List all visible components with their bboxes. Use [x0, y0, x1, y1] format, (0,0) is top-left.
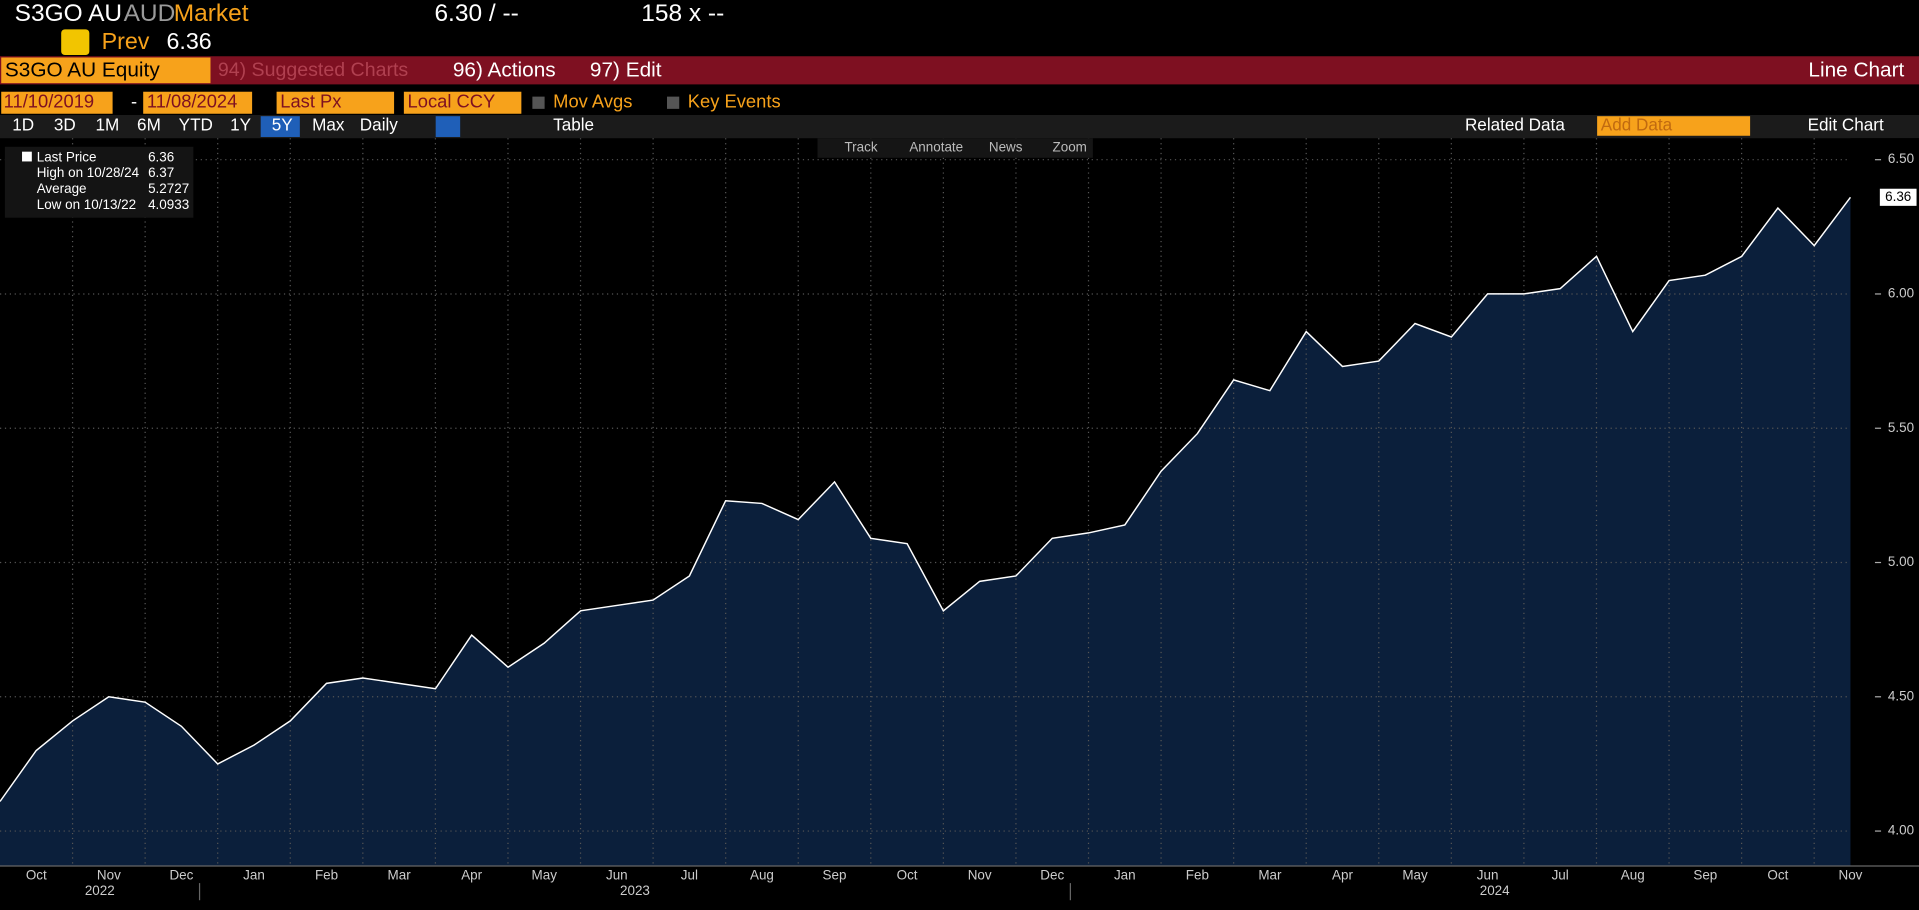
x-tick-label: May: [1402, 867, 1428, 882]
year-label: 2022: [85, 883, 115, 898]
period-button[interactable]: Max: [312, 115, 345, 134]
mov-avgs-checkbox[interactable]: [532, 97, 544, 109]
currency: AUD: [124, 0, 176, 27]
x-tick-label: Oct: [897, 867, 918, 882]
x-tick-label: Nov: [1839, 867, 1863, 882]
period-button[interactable]: 1D: [12, 115, 34, 134]
last-price-label: 6.36: [1885, 189, 1911, 204]
x-tick-label: Feb: [1186, 867, 1209, 882]
legend-value: 6.36: [148, 149, 174, 164]
prev-value: 6.36: [166, 28, 211, 54]
chart-tool[interactable]: Zoom: [1053, 140, 1087, 155]
chart-tool[interactable]: Track: [844, 140, 877, 155]
y-tick-label: 6.00: [1888, 286, 1914, 301]
axis-strip: [1850, 138, 1919, 866]
prev-label: Prev: [102, 28, 150, 54]
period-button[interactable]: YTD: [179, 115, 213, 134]
x-tick-label: Dec: [1040, 867, 1064, 882]
legend-swatch: [22, 152, 32, 162]
field: Last Px: [280, 91, 341, 112]
size: 158 x --: [641, 0, 724, 27]
x-tick-label: Sep: [823, 867, 847, 882]
x-tick-label: Nov: [97, 867, 121, 882]
x-tick-label: Apr: [461, 867, 482, 882]
x-tick-label: May: [532, 867, 558, 882]
add-data: Add Data: [1601, 115, 1673, 134]
line-chart-icon[interactable]: [436, 116, 460, 137]
period-button[interactable]: 6M: [137, 115, 161, 134]
year-label: 2023: [620, 883, 650, 898]
price: 6.30 / --: [434, 0, 518, 27]
x-tick-label: Nov: [968, 867, 992, 882]
period-button[interactable]: 3D: [54, 115, 76, 134]
legend-value: 4.0933: [148, 197, 189, 212]
y-tick-label: 4.00: [1888, 823, 1914, 838]
market: Market: [174, 0, 249, 27]
frequency[interactable]: Daily: [360, 115, 398, 134]
actions-menu[interactable]: 96) Actions: [453, 58, 556, 81]
x-tick-label: Mar: [1258, 867, 1282, 882]
x-tick-label: Dec: [169, 867, 193, 882]
y-tick-label: 5.50: [1888, 420, 1914, 435]
year-label: 2024: [1480, 883, 1510, 898]
x-tick-label: Jan: [243, 867, 265, 882]
table-button[interactable]: Table: [553, 115, 594, 134]
mov-avgs: Mov Avgs: [553, 91, 632, 112]
x-tick-label: Apr: [1332, 867, 1353, 882]
chart-type: Line Chart: [1808, 58, 1904, 81]
ticker: S3GO AU: [15, 0, 122, 27]
alert-icon[interactable]: [61, 29, 89, 55]
x-tick-label: Jun: [606, 867, 628, 882]
y-tick-label: 6.50: [1888, 151, 1914, 166]
x-tick-label: Mar: [388, 867, 412, 882]
edit-menu[interactable]: 97) Edit: [590, 58, 662, 81]
legend-label: Average: [37, 181, 87, 196]
period-button[interactable]: 1M: [95, 115, 119, 134]
x-tick-label: Feb: [315, 867, 338, 882]
x-tick-label: Jun: [1477, 867, 1499, 882]
chart-tool[interactable]: News: [989, 140, 1023, 155]
periods: 1D 3D 1M 6M YTD 1Y 5Y Max: [12, 115, 345, 136]
legend-label: Last Price: [37, 149, 97, 164]
x-tick-label: Jul: [681, 867, 698, 882]
currency-field: Local CCY: [408, 91, 496, 112]
legend-label: High on 10/28/24: [37, 165, 140, 180]
x-tick-label: Oct: [26, 867, 47, 882]
suggested-charts[interactable]: 94) Suggested Charts: [218, 59, 409, 81]
x-tick-label: Oct: [1767, 867, 1788, 882]
x-tick-label: Aug: [1621, 867, 1645, 882]
period-button[interactable]: 1Y: [230, 115, 252, 134]
period-button[interactable]: 5Y: [272, 115, 294, 134]
legend-value: 5.2727: [148, 181, 189, 196]
start-date: 11/10/2019: [4, 91, 94, 112]
x-tick-label: Jan: [1114, 867, 1136, 882]
x-tick-label: Aug: [750, 867, 774, 882]
related-data[interactable]: Related Data: [1465, 115, 1565, 134]
x-tick-label: Jul: [1552, 867, 1569, 882]
security: S3GO AU Equity: [5, 58, 160, 81]
edit-chart[interactable]: Edit Chart: [1808, 115, 1884, 134]
y-tick-label: 4.50: [1888, 688, 1914, 703]
end-date: 11/08/2024: [147, 91, 237, 112]
chart-tool[interactable]: Annotate: [909, 140, 963, 155]
key-events-checkbox[interactable]: [667, 97, 679, 109]
key-events: Key Events: [688, 91, 781, 112]
y-tick-label: 5.00: [1888, 554, 1914, 569]
legend-label: Low on 10/13/22: [37, 197, 136, 212]
legend-value: 6.37: [148, 165, 174, 180]
x-tick-label: Sep: [1693, 867, 1717, 882]
date-separator: -: [131, 91, 137, 112]
